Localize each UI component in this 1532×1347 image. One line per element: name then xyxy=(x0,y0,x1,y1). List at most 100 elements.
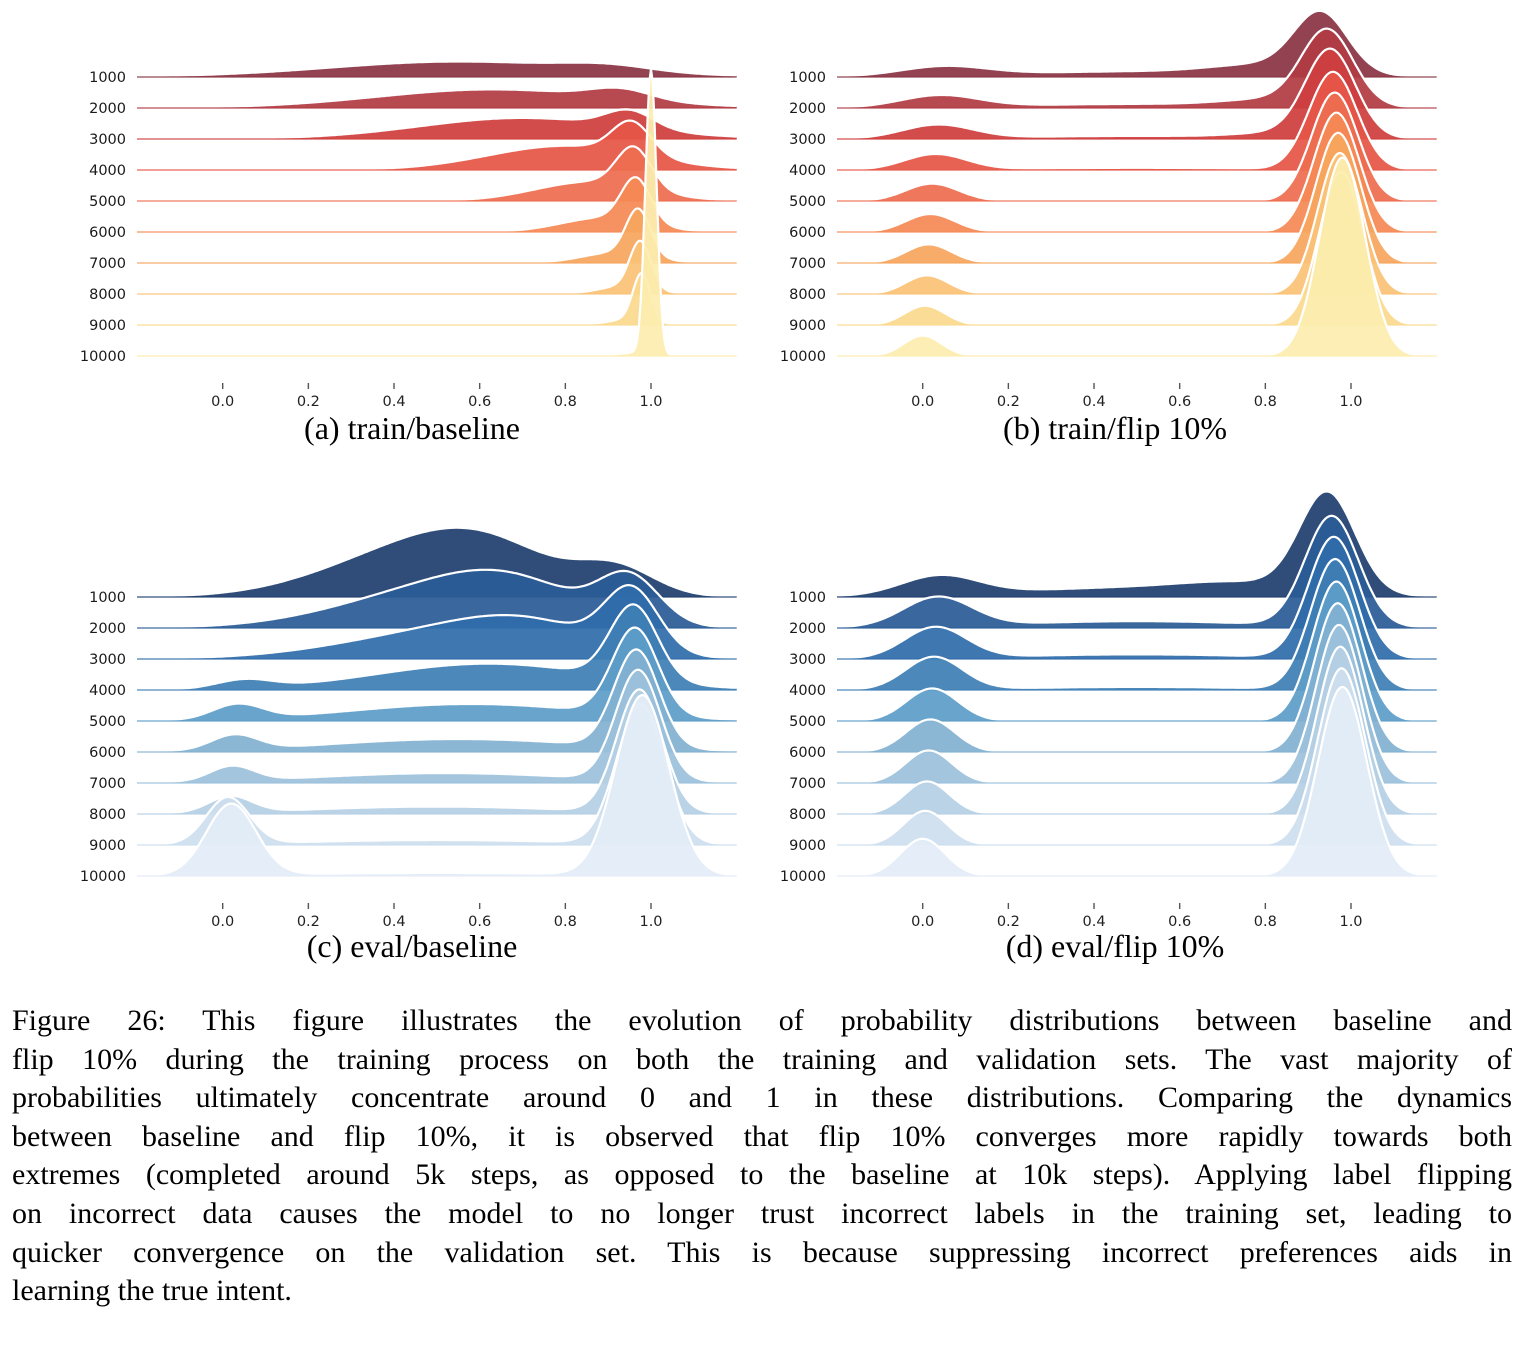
kde-outline xyxy=(137,648,737,753)
x-tick-label: 1.0 xyxy=(1339,394,1362,410)
kde-outline xyxy=(836,514,1437,629)
kde-area-c-7000 xyxy=(137,669,737,783)
figure-caption-line: flip 10% during the training process on … xyxy=(12,1042,1512,1076)
kde-area-b-1000 xyxy=(837,10,1437,77)
x-tick-label: 0.4 xyxy=(1082,394,1105,410)
figure-caption-line: between baseline and flip 10%, it is obs… xyxy=(12,1119,1512,1153)
row-label-d-4000: 4000 xyxy=(789,683,826,699)
kde-area-c-3000 xyxy=(137,585,737,659)
figure-caption-line: learning the true intent. xyxy=(12,1274,292,1308)
x-tick-label: 0.2 xyxy=(997,914,1020,930)
row-label-c-5000: 5000 xyxy=(89,714,126,730)
row-label-b-7000: 7000 xyxy=(789,256,826,272)
row-label-b-1000: 1000 xyxy=(789,70,826,86)
x-tick-label: 0.8 xyxy=(1254,394,1277,410)
row-label-b-5000: 5000 xyxy=(789,194,826,210)
row-label-d-9000: 9000 xyxy=(789,838,826,854)
row-label-a-7000: 7000 xyxy=(89,256,126,272)
subplot-caption-c: (c) eval/baseline xyxy=(306,928,518,964)
kde-area-a-6000 xyxy=(137,177,737,232)
kde-area-c-6000 xyxy=(137,649,737,752)
row-label-b-3000: 3000 xyxy=(789,132,826,148)
kde-outline xyxy=(136,526,737,598)
subplot-caption-a: (a) train/baseline xyxy=(304,410,520,446)
kde-outline xyxy=(137,86,737,109)
x-tick-label: 0.6 xyxy=(468,394,491,410)
kde-area-b-6000 xyxy=(837,112,1437,232)
kde-outline xyxy=(137,668,737,784)
row-label-d-1000: 1000 xyxy=(789,590,826,606)
ridgeline-plots: 1000 2000 3000 4000 5000 6000 7000 8000 9000 1000… xyxy=(80,9,1437,930)
row-label-a-1000: 1000 xyxy=(89,70,126,86)
row-label-c-6000: 6000 xyxy=(89,745,126,761)
row-label-c-8000: 8000 xyxy=(89,807,126,823)
subplot-a: 1000 2000 3000 4000 5000 6000 7000 8000 9000 1000… xyxy=(80,60,737,410)
x-tick-label: 0.0 xyxy=(211,914,234,930)
row-label-c-10000: 10000 xyxy=(80,869,126,885)
row-label-a-5000: 5000 xyxy=(89,194,126,210)
x-tick-label: 0.2 xyxy=(297,394,320,410)
x-tick-label: 1.0 xyxy=(1339,914,1362,930)
figure-caption-line: probabilities ultimately concentrate aro… xyxy=(12,1081,1512,1115)
row-label-b-2000: 2000 xyxy=(789,101,826,117)
kde-outline xyxy=(137,584,737,660)
figure-caption-line: on incorrect data causes the model to no… xyxy=(12,1196,1512,1230)
x-tick-label: 0.6 xyxy=(1168,394,1191,410)
row-label-b-8000: 8000 xyxy=(789,287,826,303)
kde-outline xyxy=(837,70,1437,171)
subplot-c: 1000 2000 3000 4000 5000 6000 7000 8000 9000 1000… xyxy=(80,526,737,930)
figure-caption-line: Figure 26: This figure illustrates the e… xyxy=(12,1004,1512,1037)
subplot-caption-b: (b) train/flip 10% xyxy=(1003,410,1227,446)
row-label-d-5000: 5000 xyxy=(789,714,826,730)
kde-area-a-10000 xyxy=(137,68,737,357)
kde-area-a-4000 xyxy=(137,120,737,170)
kde-area-b-3000 xyxy=(837,48,1437,139)
x-tick-label: 0.4 xyxy=(382,914,405,930)
row-label-c-9000: 9000 xyxy=(89,838,126,854)
kde-area-c-2000 xyxy=(137,569,737,628)
row-label-d-8000: 8000 xyxy=(789,807,826,823)
row-label-c-3000: 3000 xyxy=(89,652,126,668)
x-tick-label: 0.8 xyxy=(1254,914,1277,930)
row-label-b-4000: 4000 xyxy=(789,163,826,179)
x-tick-label: 0.6 xyxy=(468,914,491,930)
row-label-a-9000: 9000 xyxy=(89,318,126,334)
kde-area-b-8000 xyxy=(837,153,1437,294)
row-label-d-7000: 7000 xyxy=(789,776,826,792)
kde-area-a-5000 xyxy=(137,146,737,201)
x-tick-label: 0.0 xyxy=(911,394,934,410)
row-label-d-6000: 6000 xyxy=(789,745,826,761)
kde-area-b-2000 xyxy=(837,28,1437,109)
kde-area-c-5000 xyxy=(137,627,737,721)
x-tick-label: 0.8 xyxy=(554,394,577,410)
row-label-a-2000: 2000 xyxy=(89,101,126,117)
x-tick-label: 1.0 xyxy=(639,394,662,410)
kde-outline xyxy=(137,626,737,722)
row-label-a-4000: 4000 xyxy=(89,163,126,179)
kde-area-d-6000 xyxy=(837,603,1437,752)
x-tick-label: 0.0 xyxy=(211,394,234,410)
row-label-b-9000: 9000 xyxy=(789,318,826,334)
figure-caption-line: extremes (completed around 5k steps, as … xyxy=(12,1158,1512,1192)
kde-outline xyxy=(137,568,737,629)
row-label-a-3000: 3000 xyxy=(89,132,126,148)
kde-outline xyxy=(137,603,737,691)
kde-outline xyxy=(837,490,1437,598)
kde-area-d-1000 xyxy=(837,491,1437,597)
row-label-c-1000: 1000 xyxy=(89,590,126,606)
x-tick-label: 0.8 xyxy=(554,914,577,930)
row-label-c-4000: 4000 xyxy=(89,683,126,699)
kde-outline xyxy=(137,688,737,815)
kde-outline xyxy=(137,60,737,78)
subplot-d: 1000 2000 3000 4000 5000 6000 7000 8000 9000 1000… xyxy=(780,490,1437,930)
kde-outline xyxy=(837,9,1437,78)
kde-area-b-7000 xyxy=(837,132,1437,263)
row-label-a-10000: 10000 xyxy=(80,349,126,365)
row-label-d-3000: 3000 xyxy=(789,652,826,668)
row-label-a-6000: 6000 xyxy=(89,225,126,241)
x-tick-label: 0.0 xyxy=(911,914,934,930)
x-tick-label: 0.6 xyxy=(1168,914,1191,930)
x-tick-label: 1.0 xyxy=(639,914,662,930)
row-label-c-7000: 7000 xyxy=(89,776,126,792)
kde-outline xyxy=(836,535,1437,660)
